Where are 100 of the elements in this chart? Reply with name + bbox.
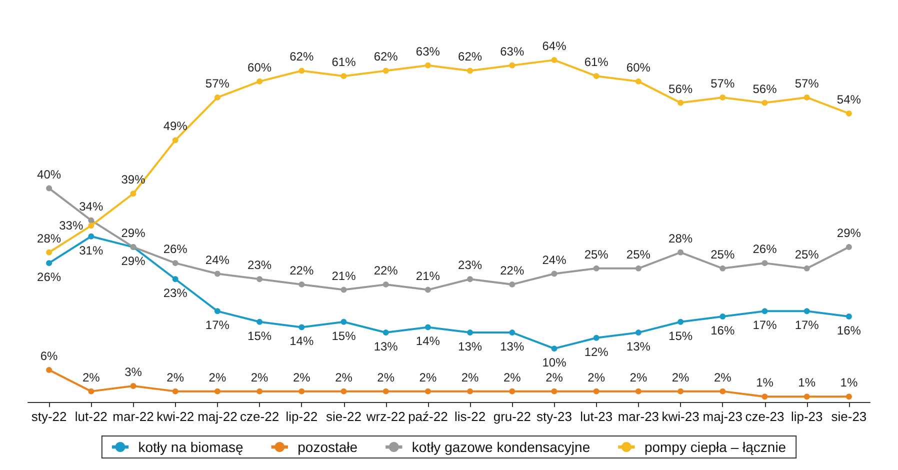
data-label: 64% [542, 39, 567, 54]
data-label: 6% [40, 348, 58, 363]
point [214, 388, 220, 394]
data-label: 28% [37, 231, 62, 246]
point [256, 388, 263, 394]
data-label: 63% [500, 44, 524, 58]
x-tick-label: kwi-22 [156, 409, 194, 424]
data-label: 22% [500, 263, 524, 278]
data-label: 3% [124, 364, 142, 379]
point [720, 314, 726, 320]
point [551, 57, 558, 64]
x-tick-label: lip-22 [286, 409, 318, 424]
data-label: 13% [500, 340, 524, 354]
data-label: 25% [794, 247, 820, 262]
point [88, 233, 94, 240]
point [804, 94, 810, 100]
point [720, 265, 726, 272]
data-label: 1% [756, 376, 774, 390]
data-label: 17% [794, 318, 820, 332]
point [130, 382, 136, 389]
point [846, 394, 852, 400]
data-label: 2% [82, 370, 100, 384]
legend-label: kotły na biomasę [138, 439, 244, 455]
point [720, 388, 726, 394]
point [46, 366, 52, 373]
point [298, 68, 305, 74]
point [382, 330, 389, 336]
data-label: 25% [626, 247, 651, 262]
point [846, 314, 852, 320]
data-label: 2% [714, 370, 732, 384]
data-label: 2% [419, 370, 437, 384]
data-label: 23% [248, 258, 272, 272]
data-label: 60% [626, 60, 651, 74]
data-label: 57% [710, 76, 735, 90]
point [340, 73, 347, 80]
point [130, 190, 136, 197]
point [172, 137, 178, 144]
point [762, 100, 768, 106]
data-label: 13% [626, 340, 651, 354]
data-label: 14% [290, 334, 314, 348]
point [340, 318, 347, 325]
data-label: 28% [668, 231, 693, 246]
data-label: 62% [290, 50, 314, 64]
x-tick-label: mar-23 [618, 409, 660, 424]
point [551, 388, 558, 394]
point [593, 334, 600, 341]
point [846, 244, 852, 250]
data-label: 56% [752, 82, 778, 96]
point [509, 388, 516, 394]
x-tick-label: gru-22 [493, 409, 531, 424]
data-label: 2% [208, 370, 226, 384]
point [678, 388, 684, 394]
data-label: 1% [798, 376, 816, 390]
point [256, 78, 263, 84]
point [467, 388, 474, 394]
point [846, 110, 852, 116]
data-label: 22% [290, 263, 314, 278]
data-label: 33% [59, 218, 84, 233]
point [382, 68, 389, 74]
data-label: 21% [332, 268, 356, 283]
data-label: 2% [503, 370, 522, 384]
data-label: 29% [121, 254, 146, 268]
point [382, 281, 389, 288]
point [593, 265, 600, 272]
data-label: 2% [672, 370, 690, 384]
x-tick-label: cze-23 [745, 409, 784, 424]
data-label: 2% [588, 370, 606, 384]
point [88, 222, 94, 229]
point [635, 265, 642, 272]
x-tick-label: sty-23 [536, 409, 572, 424]
point [509, 330, 516, 336]
data-label: 49% [163, 119, 188, 134]
point [720, 94, 726, 100]
data-label: 29% [121, 226, 146, 240]
data-label: 22% [374, 263, 398, 278]
point [635, 78, 642, 84]
data-label: 2% [461, 370, 480, 384]
x-tick-label: paź-22 [408, 409, 448, 424]
data-label: 13% [458, 340, 482, 354]
data-label: 23% [163, 286, 188, 300]
point [340, 388, 347, 394]
data-label: 61% [332, 55, 356, 70]
point [382, 388, 389, 394]
point [635, 330, 642, 336]
data-label: 24% [205, 252, 230, 267]
point [551, 346, 558, 352]
point [762, 260, 768, 266]
point [424, 324, 431, 330]
data-label: 24% [542, 252, 567, 267]
data-label: 25% [710, 247, 735, 262]
point [46, 260, 52, 266]
data-label: 21% [416, 268, 440, 283]
data-label: 2% [546, 370, 564, 384]
point [593, 73, 600, 80]
data-label: 61% [584, 55, 609, 70]
x-tick-label: sie-22 [326, 409, 362, 424]
x-tick-label: cze-22 [240, 409, 280, 424]
x-tick-label: kwi-23 [662, 409, 700, 424]
x-tick-label: wrz-22 [365, 409, 406, 424]
point [340, 286, 347, 293]
